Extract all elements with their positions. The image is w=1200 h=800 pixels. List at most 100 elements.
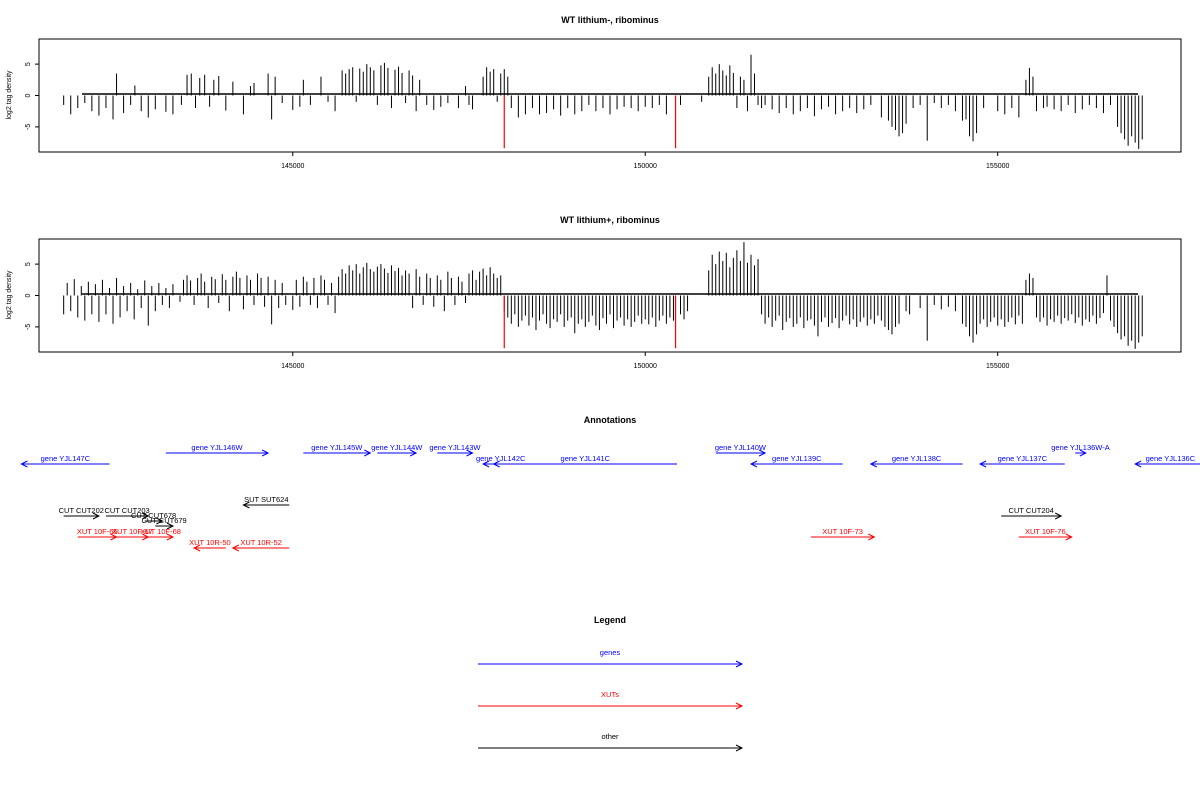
feature-label: gene YJL137C <box>998 454 1048 463</box>
panel-lithium-plus: WT lithium+, ribominus log2 tag density … <box>6 215 1182 370</box>
features-group: gene YJL147C gene YJL146W gene YJL145W gene… <box>20 443 1200 552</box>
feature-arrow-arrowhead <box>749 460 758 468</box>
legend-title: Legend <box>594 615 626 625</box>
annotation-feature: XUT 10R-50 <box>189 538 231 552</box>
feature-label: XUT 10F-73 <box>822 527 863 536</box>
annotation-feature: gene YJL146W <box>165 443 270 457</box>
annotation-feature: XUT 10F-68 <box>140 527 181 541</box>
annotation-feature: CUT CUT204 <box>1001 506 1063 520</box>
feature-label: gene YJL139C <box>772 454 822 463</box>
feature-label: gene YJL136W-A <box>1051 443 1110 452</box>
x-axis: 145000 150000 155000 <box>281 152 1010 170</box>
highlight-group <box>503 295 677 349</box>
feature-label: XUT 10F-68 <box>140 527 181 536</box>
x-tick-label: 150000 <box>634 163 657 170</box>
y-tick-label: 5 <box>25 62 32 66</box>
annotation-feature: XUT 10R-52 <box>231 538 290 552</box>
y-axis-label: log2 tag density <box>6 70 13 120</box>
annotation-feature: gene YJL144W <box>371 443 423 457</box>
x-tick-label: 145000 <box>281 363 304 370</box>
legend-item: other <box>478 732 744 752</box>
feature-label: SUT SUT624 <box>244 495 288 504</box>
feature-label: gene YJL136C <box>1146 454 1196 463</box>
y-axis-label: log2 tag density <box>6 270 13 320</box>
y-tick-label: 0 <box>25 293 32 297</box>
legend-label: XUTs <box>601 690 619 699</box>
feature-label: gene YJL144W <box>371 443 423 452</box>
feature-label: CUT CUT202 <box>59 506 104 515</box>
annotation-feature: gene YJL145W <box>303 443 372 457</box>
y-tick-label: -5 <box>25 124 32 130</box>
feature-label: gene YJL140W <box>715 443 767 452</box>
feature-label: gene YJL138C <box>892 454 942 463</box>
legend-arrow-arrowhead <box>735 660 744 668</box>
feature-arrow-arrowhead <box>231 544 240 552</box>
annotation-feature: CUT CUT679 <box>141 516 187 530</box>
annotation-feature: gene YJL147C <box>20 454 110 468</box>
annotations-title: Annotations <box>584 415 637 425</box>
feature-label: XUT 10R-50 <box>189 538 231 547</box>
legend-items: genes XUTs other <box>478 648 744 752</box>
x-tick-label: 150000 <box>634 363 657 370</box>
legend-arrow-arrowhead <box>735 744 744 752</box>
feature-arrow-arrowhead <box>192 544 201 552</box>
legend-arrow-arrowhead <box>735 702 744 710</box>
bars-group <box>63 242 1143 349</box>
feature-label: CUT CUT204 <box>1009 506 1054 515</box>
annotation-feature: gene YJL136W-A <box>1051 443 1110 457</box>
y-tick-label: 0 <box>25 93 32 97</box>
y-axis: -5 0 5 <box>25 62 40 130</box>
feature-arrow-arrowhead <box>1054 512 1063 520</box>
feature-label: CUT CUT203 <box>104 506 149 515</box>
feature-label: gene YJL145W <box>311 443 363 452</box>
feature-arrow-arrowhead <box>409 449 418 457</box>
feature-label: gene YJL141C <box>561 454 611 463</box>
feature-arrow-arrowhead <box>758 449 767 457</box>
annotation-feature: gene YJL138C <box>869 454 963 468</box>
annotation-feature: gene YJL140W <box>715 443 767 457</box>
feature-arrow-arrowhead <box>1079 449 1087 457</box>
feature-arrow-arrowhead <box>261 449 270 457</box>
annotation-feature: gene YJL136C <box>1134 454 1200 468</box>
feature-label: XUT 10F-76 <box>1025 527 1066 536</box>
legend-item: genes <box>478 648 744 668</box>
panel-title: WT lithium-, ribominus <box>561 15 659 25</box>
panel-title: WT lithium+, ribominus <box>560 215 660 225</box>
x-tick-label: 155000 <box>986 363 1009 370</box>
feature-arrow-arrowhead <box>156 517 164 525</box>
feature-label: XUT 10F-67 <box>112 527 153 536</box>
feature-arrow-arrowhead <box>466 449 474 457</box>
feature-arrow-arrowhead <box>869 460 878 468</box>
annotation-feature: CUT CUT202 <box>59 506 104 520</box>
bars-group <box>63 54 1143 149</box>
annotation-feature: gene YJL137C <box>978 454 1065 468</box>
feature-arrow-arrowhead <box>92 512 101 520</box>
legend-label: genes <box>600 648 621 657</box>
feature-label: XUT 10R-52 <box>240 538 282 547</box>
feature-label: gene YJL146W <box>191 443 243 452</box>
annotation-feature: SUT SUT624 <box>242 495 290 509</box>
annotation-feature: XUT 10F-76 <box>1018 527 1073 541</box>
legend-label: other <box>601 732 619 741</box>
annotation-feature: CUT CUT203 <box>104 506 150 520</box>
feature-arrow-arrowhead <box>481 460 490 468</box>
annotation-feature: gene YJL142C <box>476 454 526 468</box>
x-axis: 145000 150000 155000 <box>281 352 1010 370</box>
feature-label: CUT CUT679 <box>141 516 186 525</box>
annotation-feature: XUT 10F-73 <box>810 527 876 541</box>
feature-arrow-arrowhead <box>492 460 500 468</box>
feature-label: CUT CUT678 <box>131 511 176 520</box>
y-axis: -5 0 5 <box>25 262 40 330</box>
x-tick-label: 145000 <box>281 163 304 170</box>
annotation-feature: gene YJL141C <box>492 454 677 468</box>
feature-arrow-arrowhead <box>166 522 175 530</box>
feature-label: gene YJL142C <box>476 454 526 463</box>
annotation-feature: CUT CUT678 <box>131 511 176 525</box>
feature-arrow-arrowhead <box>242 501 250 509</box>
panel-lithium-minus: WT lithium-, ribominus log2 tag density … <box>6 15 1182 170</box>
feature-label: gene YJL143W <box>429 443 481 452</box>
annotation-feature: gene YJL143W <box>429 443 481 457</box>
feature-arrow-arrowhead <box>1065 533 1073 541</box>
